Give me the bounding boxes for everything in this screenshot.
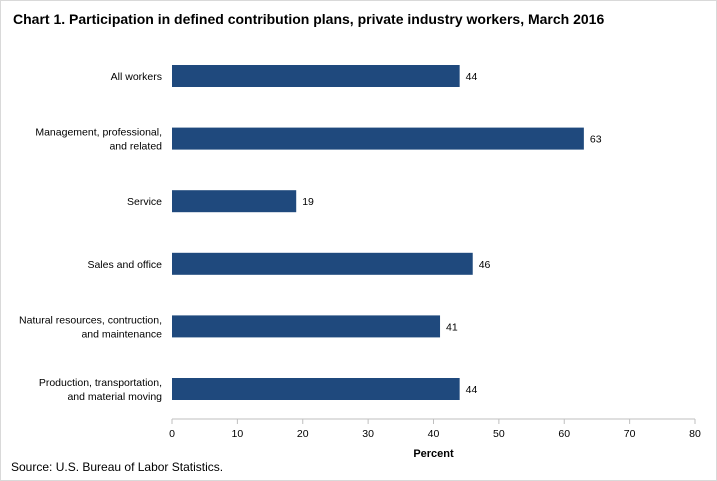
bar-2 [172,190,297,213]
bar-1 [172,127,584,150]
x-tick-label: 30 [362,428,374,440]
data-label: 63 [590,134,602,146]
bars [172,65,584,400]
x-tick-label: 60 [558,428,570,440]
category-label: Management, professional, and related [35,127,162,153]
data-label: 44 [466,384,478,396]
x-tick-label: 0 [169,428,175,440]
source-note: Source: U.S. Bureau of Labor Statistics. [11,460,224,474]
x-tick-label: 10 [232,428,244,440]
data-label: 46 [479,259,491,271]
x-tick-label: 80 [689,428,701,440]
data-label: 19 [302,196,314,208]
category-label: Sales and office [87,259,162,271]
x-tick-label: 70 [624,428,636,440]
bar-5 [172,378,460,400]
category-label: Production, transportation, and material … [39,377,162,403]
bar-4 [172,315,441,338]
x-tick-label: 40 [428,428,440,440]
category-label: Service [127,196,162,208]
bar-0 [172,65,460,87]
chart-title: Chart 1. Participation in defined contri… [13,11,605,27]
data-labels: 44 63 19 46 41 44 [302,71,601,396]
category-label: Natural resources, contruction, and maint… [19,314,162,340]
x-axis-title: Percent [413,448,454,460]
x-tick-label: 50 [493,428,505,440]
bar-3 [172,252,473,275]
x-axis-ticks: 0 10 20 30 40 50 60 70 80 [169,419,701,440]
data-label: 41 [446,321,458,333]
x-tick-label: 20 [297,428,309,440]
data-label: 44 [466,71,478,83]
category-labels: All workers Management, professional, and … [19,71,162,403]
category-label: All workers [111,71,162,83]
